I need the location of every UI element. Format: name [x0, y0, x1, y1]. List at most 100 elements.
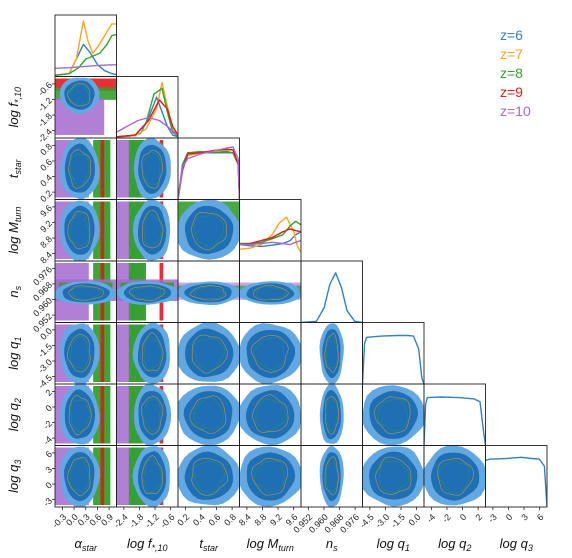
marginal-line-z10: [116, 116, 178, 136]
series-contour-inner-z6: [369, 390, 418, 439]
y-tick-label: -1.2: [36, 95, 54, 113]
series-contour-z8: [143, 213, 162, 247]
y-tick-label: -1.8: [36, 111, 54, 129]
x-tick-label: -1.5: [389, 512, 407, 530]
x-axis-label-5: log q1: [377, 536, 410, 553]
series-contour-z7: [141, 455, 163, 495]
series-contour-z8: [438, 460, 471, 493]
series-contour-z7: [141, 150, 164, 189]
y-axis-label-5: log q1: [6, 337, 23, 370]
x-tick-label: 0.4: [191, 512, 207, 528]
y-axis-label-1: log f*,10: [6, 87, 23, 128]
legend-entry-z10: z=10: [500, 103, 531, 119]
x-tick-label: 0.8: [222, 512, 238, 528]
series-contour-z7: [374, 396, 411, 435]
y-tick-label: 9.6: [38, 203, 54, 219]
series-contour-z7: [68, 149, 92, 189]
series-contour-z7: [252, 394, 289, 433]
y-tick-label: 8.4: [38, 250, 54, 266]
legend-entry-z7: z=7: [500, 46, 523, 62]
x-axis-label-3: log Mturn: [247, 536, 294, 553]
series-contour-z7: [141, 332, 164, 372]
series-contour-z8: [143, 335, 162, 371]
y-tick-label: -3: [41, 496, 54, 509]
series-contour-z8: [193, 338, 226, 371]
y-tick-label: -1.5: [36, 341, 54, 359]
marginal-frame-0: [54, 14, 117, 77]
marginal-frame-6: [423, 383, 486, 446]
series-contour-z7: [251, 457, 289, 496]
x-tick-label: -3: [486, 512, 499, 525]
series-contour-z8: [142, 398, 161, 432]
series-contour-z8: [69, 213, 90, 247]
marginal-3: [239, 216, 301, 253]
series-contour-z8: [69, 335, 90, 370]
panel-4-3: [239, 281, 301, 305]
marginal-line-z6: [485, 456, 547, 507]
series-contour-z7: [189, 395, 227, 435]
panel-4-2: [178, 281, 240, 305]
series-contour-z8: [70, 399, 90, 433]
series-contour-z7: [128, 285, 166, 301]
marginal-6: [424, 396, 486, 446]
series-contour-z8: [325, 458, 338, 491]
y-tick-label: 0: [43, 403, 54, 414]
x-tick-label: 3: [519, 512, 530, 523]
marginal-line-z9: [178, 148, 240, 200]
series-contour-z7: [375, 456, 412, 495]
marginal-line-z7: [239, 216, 301, 253]
series-contour-z7: [253, 284, 289, 301]
x-tick-label: -3.0: [373, 512, 391, 530]
series-contour-z8: [253, 337, 285, 370]
y-tick-label: 3: [43, 464, 54, 475]
panel-7-5: [362, 446, 424, 507]
panel-6-0: [55, 384, 111, 445]
x-tick-label: -4.5: [358, 512, 376, 530]
panel-4-1: [116, 263, 178, 321]
y-tick-label: -2: [41, 419, 54, 432]
x-tick-label: 0: [458, 512, 469, 523]
marginal-4: [301, 272, 363, 323]
series-contour-z7: [141, 210, 164, 249]
x-tick-label: 0.2: [175, 512, 191, 528]
x-tick-label: -0.6: [159, 512, 177, 530]
series-contour-z8: [69, 458, 90, 493]
panel-7-6: [424, 445, 486, 506]
series-contour-z7: [68, 285, 104, 301]
panel-3-1: [116, 199, 171, 261]
series-contour-z7: [191, 334, 229, 374]
marginal-line-z10: [178, 146, 240, 200]
panel-7-3: [239, 446, 301, 507]
y-tick-label: 0: [43, 480, 54, 491]
series-contour-z7: [324, 332, 339, 373]
marginal-line-z7: [55, 20, 117, 76]
x-axis-label-7: log q3: [500, 536, 533, 553]
x-axis-label-4: ns: [326, 536, 338, 553]
series-fill-z9: [100, 386, 105, 444]
panel-3-2: [178, 199, 240, 260]
y-axis-label-2: tstar: [6, 158, 23, 178]
series-contour-z8: [70, 153, 90, 187]
series-contour-z7: [250, 335, 289, 373]
y-tick-label: 6: [43, 449, 54, 460]
panel-4-0: [55, 263, 117, 321]
series-contour-z7: [189, 285, 227, 301]
panel-2-1: [116, 138, 171, 200]
marginal-line-z8: [55, 33, 117, 76]
x-tick-label: -4: [425, 512, 438, 525]
x-tick-label: 2: [473, 512, 484, 523]
series-contour-z7: [67, 210, 91, 250]
series-contour-z7: [67, 456, 91, 497]
panel-7-4: [319, 445, 344, 507]
panel-7-2: [178, 445, 240, 506]
legend-entry-z9: z=9: [500, 84, 523, 100]
panel-6-1: [116, 384, 172, 446]
x-tick-label: 0.0: [407, 512, 423, 528]
series-contour-z8: [377, 398, 408, 432]
series-contour-z8: [325, 334, 338, 369]
legend-entry-z6: z=6: [500, 27, 523, 43]
series-contour-z8: [71, 286, 102, 301]
y-axis-label-6: log q2: [6, 398, 23, 431]
x-axis-label-6: log q2: [438, 536, 471, 553]
